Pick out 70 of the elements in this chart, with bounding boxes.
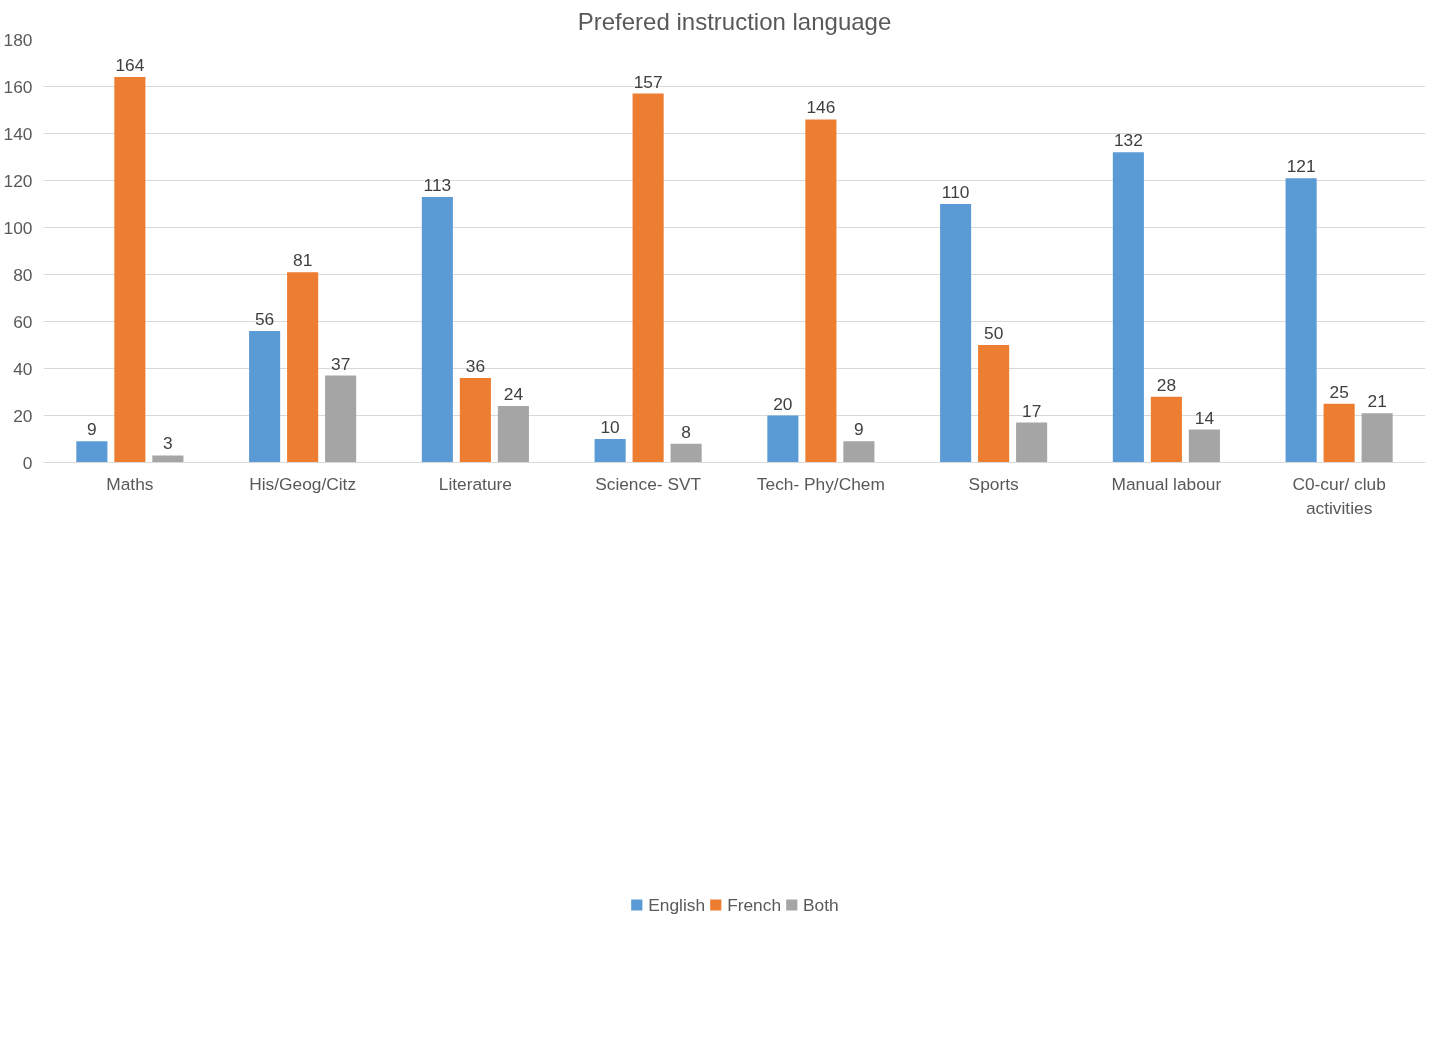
bar	[1323, 403, 1355, 463]
bar	[978, 345, 1010, 463]
data-label: 36	[465, 355, 486, 376]
bar	[497, 406, 529, 463]
bar	[249, 330, 281, 463]
y-tick-label: 80	[13, 264, 33, 285]
data-label: 17	[1021, 400, 1042, 421]
data-label: 37	[330, 353, 351, 374]
data-label: 132	[1113, 130, 1143, 151]
bar	[325, 375, 357, 463]
bar	[670, 443, 702, 463]
data-label: 28	[1156, 374, 1177, 395]
bar	[152, 455, 184, 463]
data-label: 3	[163, 433, 173, 454]
y-tick-label: 40	[13, 358, 33, 379]
x-tick-label: Manual labour	[1111, 473, 1222, 494]
legend-label: Both	[803, 894, 839, 916]
data-label: 20	[773, 393, 793, 414]
y-tick-label: 60	[13, 311, 33, 332]
data-label: 10	[600, 417, 620, 437]
legend-label: English	[648, 894, 706, 916]
bar	[76, 441, 108, 463]
bar	[1361, 413, 1393, 463]
data-label: 50	[983, 323, 1004, 343]
x-tick-label: Sports	[968, 473, 1019, 494]
data-label: 164	[115, 55, 145, 76]
x-tick-label: Tech- Phy/Chem	[756, 473, 885, 494]
data-label: 9	[854, 419, 864, 440]
data-label: 14	[1194, 407, 1215, 428]
bar	[114, 77, 146, 463]
bar	[459, 377, 491, 463]
bar	[287, 272, 319, 463]
y-tick-label: 100	[3, 217, 33, 238]
y-tick-label: 20	[13, 405, 33, 426]
y-tick-label: 0	[22, 452, 33, 473]
chart-title: Prefered instruction language	[577, 7, 892, 35]
data-label: 157	[633, 71, 663, 92]
data-label: 81	[292, 250, 313, 271]
y-tick-label: 120	[3, 170, 33, 191]
data-label: 9	[87, 419, 97, 440]
bar	[1285, 178, 1317, 463]
data-label: 121	[1286, 156, 1316, 177]
y-tick-label: 140	[3, 123, 33, 144]
data-label: 24	[503, 384, 524, 405]
bar	[594, 439, 626, 463]
x-tick-label: Science- SVT	[595, 473, 702, 494]
bar	[1150, 396, 1182, 463]
y-tick-label: 180	[3, 29, 33, 50]
bar	[421, 196, 453, 463]
bar	[843, 441, 875, 463]
data-label: 25	[1329, 381, 1349, 402]
bar	[632, 93, 664, 463]
data-label: 146	[806, 97, 836, 118]
legend-label: French	[727, 894, 782, 916]
bar	[805, 119, 837, 463]
x-tick-label: His/Geog/Citz	[249, 473, 357, 494]
x-tick-label: Maths	[106, 473, 154, 494]
bar	[1112, 152, 1144, 463]
data-label: 56	[254, 308, 275, 329]
data-label: 8	[681, 421, 691, 442]
bar	[1188, 429, 1220, 463]
bar	[1016, 422, 1048, 463]
bar	[940, 204, 972, 463]
data-label: 110	[941, 182, 970, 202]
bar	[767, 415, 799, 463]
data-label: 21	[1367, 391, 1387, 412]
data-label: 113	[423, 174, 452, 195]
x-tick-label: C0-cur/ club activities	[1292, 473, 1386, 518]
x-tick-label: Literature	[438, 473, 512, 494]
y-tick-label: 160	[3, 76, 33, 97]
